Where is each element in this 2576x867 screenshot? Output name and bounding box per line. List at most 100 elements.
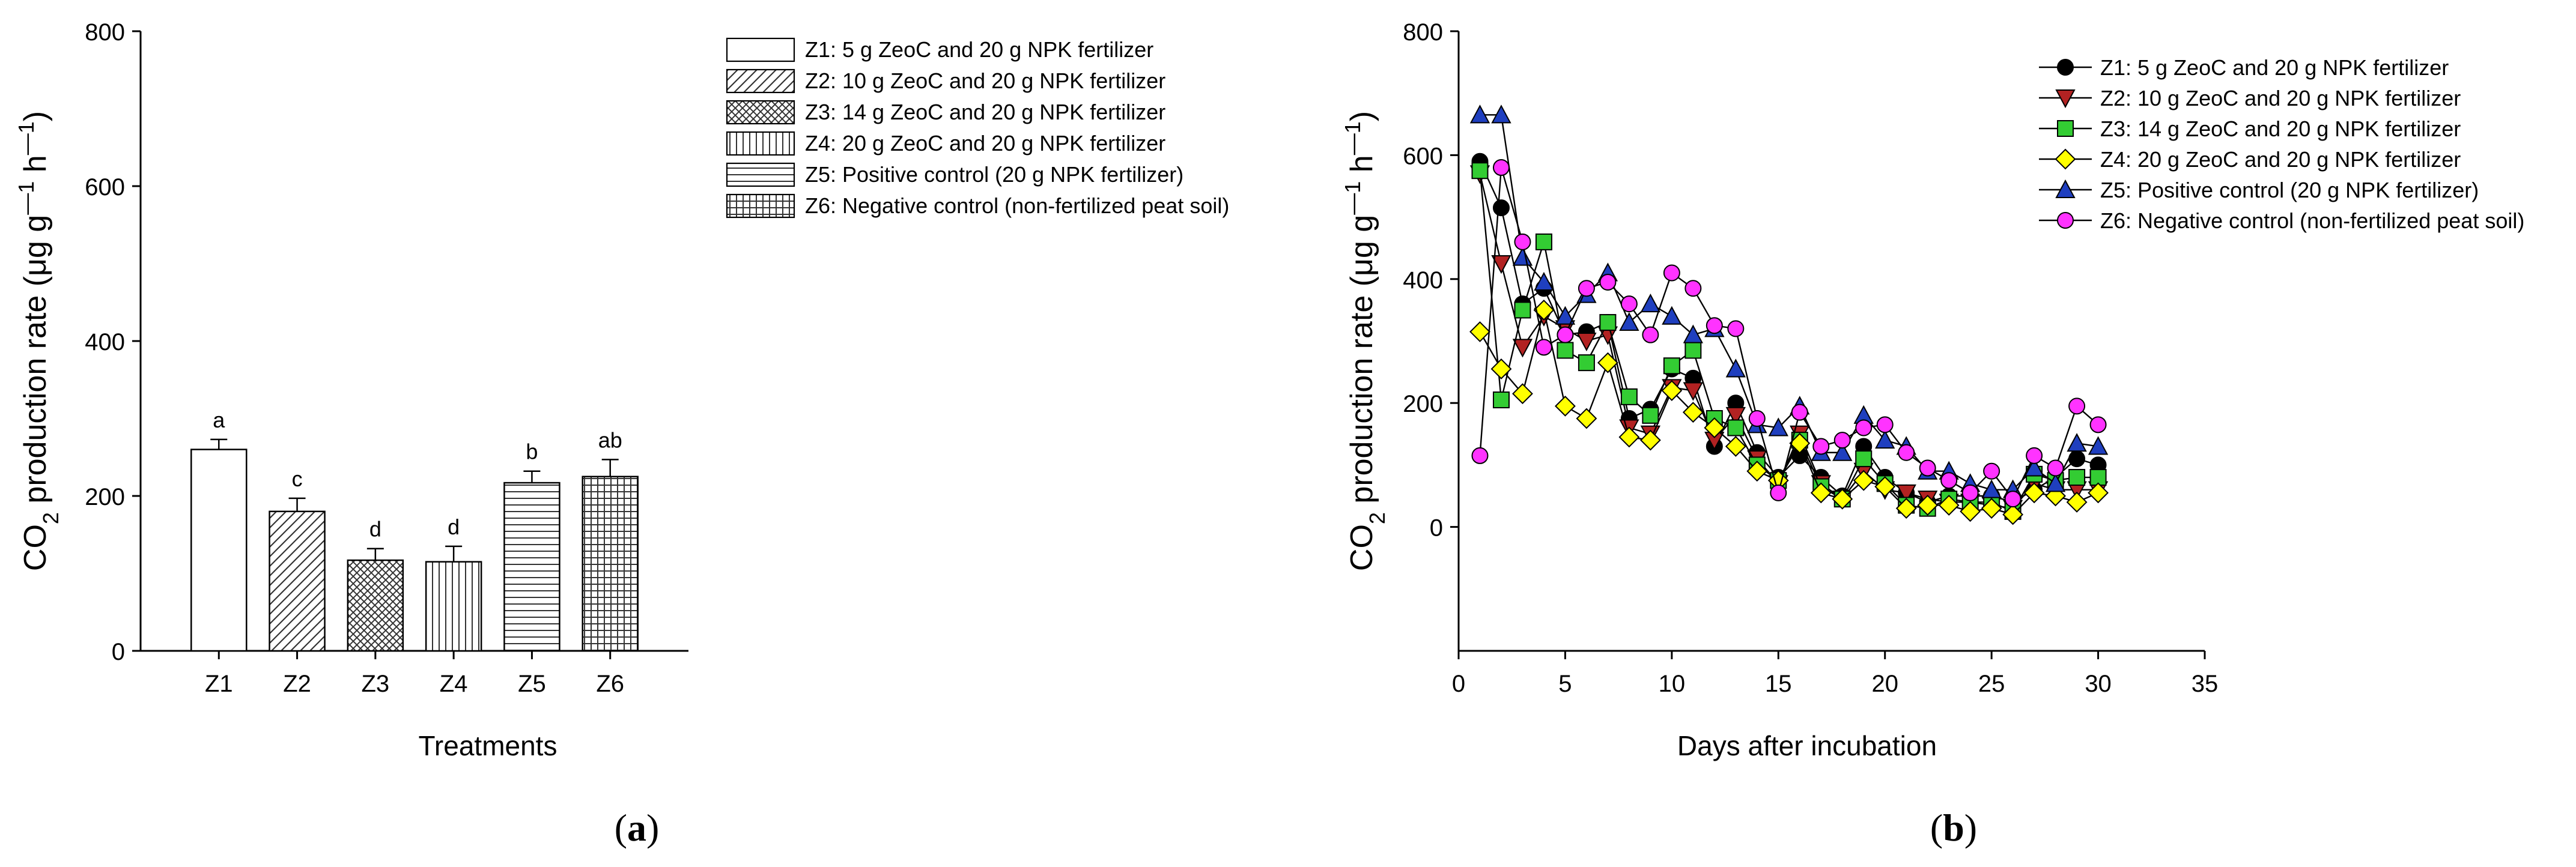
data-point <box>1853 470 1874 491</box>
data-point <box>1555 306 1576 325</box>
x-tick-label: 30 <box>2085 671 2112 697</box>
data-point <box>1832 442 1853 461</box>
legend: Z1: 5 g ZeoC and 20 g NPK fertilizer Z2: … <box>726 37 1229 219</box>
data-point <box>1471 162 1489 180</box>
data-point <box>1725 406 1746 426</box>
x-tick-label: Z3 <box>362 671 390 697</box>
y-tick-label: 600 <box>85 174 125 201</box>
data-point <box>1492 159 1510 177</box>
data-point <box>2045 473 2066 492</box>
legend-label: Z2: 10 g ZeoC and 20 g NPK fertilizer <box>805 68 1165 93</box>
y-tick-label: 600 <box>1403 143 1443 169</box>
data-point <box>2089 416 2107 434</box>
data-point <box>1512 339 1533 358</box>
significance-letter: b <box>526 440 538 464</box>
significance-letter: ab <box>598 427 622 452</box>
data-point <box>1983 462 2000 480</box>
data-point <box>1832 488 1853 510</box>
data-point <box>1533 299 1555 321</box>
data-point <box>1661 380 1683 401</box>
legend-marker <box>2057 212 2074 229</box>
data-point <box>1619 312 1639 331</box>
data-point <box>1981 498 2002 519</box>
legend-label: Z6: Negative control (non-fertilized pea… <box>2100 208 2524 233</box>
data-point <box>1469 104 1490 124</box>
legend-marker <box>2057 59 2074 76</box>
x-tick-label: 25 <box>1978 671 2005 697</box>
legend-label: Z4: 20 g ZeoC and 20 g NPK fertilizer <box>2100 147 2461 172</box>
bar <box>269 510 326 652</box>
data-point <box>1639 429 1661 451</box>
significance-letter: a <box>213 408 225 432</box>
data-point <box>1490 358 1512 379</box>
legend-marker <box>2055 179 2076 198</box>
x-tick-label: 5 <box>1558 671 1572 697</box>
bar <box>425 561 482 652</box>
y-tick-label: 800 <box>85 19 125 46</box>
data-point <box>1704 417 1725 438</box>
data-point <box>2004 491 2022 508</box>
legend: Z1: 5 g ZeoC and 20 g NPK fertilizer Z2: … <box>2039 55 2524 233</box>
y-axis-label: CO2 production rate (μg g—1 h—1) <box>14 111 63 571</box>
data-point <box>1663 357 1680 375</box>
y-ticks: 0 200 400 600 800 <box>85 19 141 665</box>
data-point <box>1642 326 1659 343</box>
legend-label: Z3: 14 g ZeoC and 20 g NPK fertilizer <box>2100 116 2461 141</box>
data-point <box>1770 484 1787 501</box>
data-point <box>2088 482 2109 504</box>
data-point <box>1791 403 1808 421</box>
y-ticks: 0 200 400 600 800 <box>1403 19 1459 542</box>
data-point <box>1706 317 1723 334</box>
data-point <box>1555 395 1576 417</box>
y-tick-label: 400 <box>1403 267 1443 294</box>
data-point <box>2089 469 2107 486</box>
data-point <box>1725 358 1746 378</box>
data-point <box>1514 301 1531 319</box>
data-point <box>1512 247 1533 266</box>
data-point <box>1727 320 1745 337</box>
data-point <box>1576 333 1597 352</box>
y-tick-label: 800 <box>1403 19 1443 46</box>
x-tick-label: 35 <box>2192 671 2219 697</box>
data-point <box>1938 495 1960 516</box>
x-tick-label: Z2 <box>283 671 311 697</box>
data-point <box>1471 447 1489 464</box>
data-point <box>1620 388 1638 405</box>
data-point <box>1514 233 1531 250</box>
bar <box>582 476 639 652</box>
legend-marker <box>2057 120 2074 137</box>
data-point <box>1557 342 1574 359</box>
data-point <box>1789 432 1811 454</box>
data-point <box>1981 479 2002 498</box>
data-point <box>1597 352 1618 373</box>
x-tick-label: Z1 <box>205 671 233 697</box>
data-point <box>2023 482 2045 504</box>
data-point <box>2066 491 2088 513</box>
series-6 <box>1471 159 2107 508</box>
data-point <box>1874 476 1896 497</box>
x-axis-label: Treatments <box>419 730 557 761</box>
y-axis-label: CO2 production rate (μg g—1 h—1) <box>1340 111 1390 571</box>
panel-a: 0 200 400 600 800 a c d d b ab Z1 Z2 Z3 Z4 Z5 Z6 Treat… <box>14 19 1230 849</box>
bar <box>503 482 560 652</box>
legend-marker <box>2055 148 2076 170</box>
legend-label: Z2: 10 g ZeoC and 20 g NPK fertilizer <box>2100 86 2461 110</box>
data-point <box>1492 391 1510 409</box>
data-point <box>1727 419 1745 437</box>
series-5 <box>1469 104 2109 498</box>
x-tick-label: 10 <box>1659 671 1686 697</box>
data-point <box>1895 498 1917 519</box>
data-point <box>1810 482 1832 504</box>
legend-label: Z6: Negative control (non-fertilized pea… <box>805 193 1229 218</box>
legend-swatch <box>726 100 795 125</box>
legend-swatch <box>726 68 795 94</box>
data-point <box>2068 469 2086 486</box>
data-point <box>1469 321 1490 342</box>
x-axis-label: Days after incubation <box>1677 730 1937 761</box>
data-point <box>1898 444 1915 461</box>
legend-swatch <box>726 37 795 62</box>
data-point <box>2026 447 2043 464</box>
significance-letter: d <box>448 515 460 539</box>
data-point <box>1534 271 1554 291</box>
data-point <box>2068 397 2086 415</box>
